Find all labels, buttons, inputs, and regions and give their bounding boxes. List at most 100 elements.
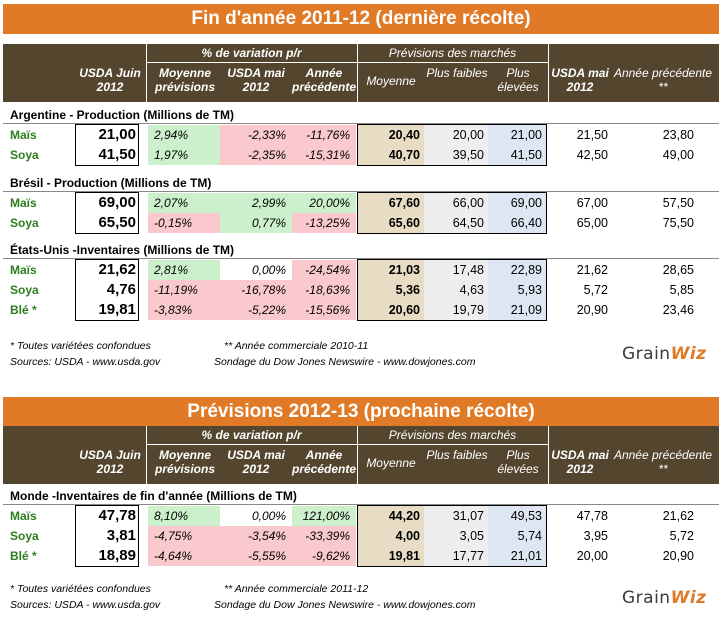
- variation-usda-mai: -5,22%: [220, 300, 292, 320]
- table-row: Soya 4,76 -11,19% -16,78% -18,63% 5,36 4…: [0, 280, 723, 300]
- footnote-sources: Sources: USDA - www.usda.gov: [10, 599, 161, 611]
- header-usda-juin: USDA Juin 2012: [79, 448, 141, 476]
- usda-value: 18,89: [98, 547, 136, 564]
- header-usda-juin: USDA Juin 2012: [79, 66, 141, 94]
- plus-elevees-value: 66,40: [488, 213, 546, 233]
- usda-mai-value: 21,50: [576, 128, 608, 142]
- usda-value: 3,81: [106, 527, 136, 544]
- moyenne-value: 20,60: [358, 300, 424, 320]
- variation-annee-prec: -15,31%: [292, 145, 356, 165]
- variation-annee-prec: 20,00%: [292, 193, 356, 213]
- footnote-survey: Sondage du Dow Jones Newswire - www.dowj…: [214, 356, 476, 368]
- logo-text-wiz: Wiz: [670, 588, 707, 608]
- usda-mai-value: 67,00: [576, 196, 608, 210]
- variation-moyenne: -11,19%: [148, 280, 220, 300]
- annee-prec-value: 23,46: [662, 303, 694, 317]
- variation-annee-prec: -11,76%: [292, 125, 356, 145]
- plus-faibles-value: 19,79: [424, 300, 488, 320]
- row-label: Soya: [10, 283, 39, 297]
- variation-moyenne: -3,83%: [148, 300, 220, 320]
- group-label-bresil: Brésil - Production (Millions de TM): [10, 176, 212, 190]
- header-moyenne: Moyenne: [366, 74, 416, 88]
- variation-usda-mai: 2,99%: [220, 193, 292, 213]
- plus-faibles-value: 64,50: [424, 213, 488, 233]
- header-moyenne-previsions: Moyenne prévisions: [154, 66, 216, 94]
- plus-faibles-value: 31,07: [424, 506, 488, 526]
- plus-elevees-value: 41,50: [488, 145, 546, 165]
- row-label: Soya: [10, 148, 39, 162]
- variation-moyenne: 2,81%: [148, 260, 220, 280]
- grainwiz-logo: GrainWiz: [622, 344, 707, 364]
- moyenne-value: 21,03: [358, 260, 424, 280]
- table1-header: USDA Juin 2012 % de variation p/r Moyenn…: [3, 44, 719, 102]
- variation-annee-prec: -24,54%: [292, 260, 356, 280]
- header-previsions-marches: Prévisions des marchés: [388, 428, 517, 442]
- row-label: Soya: [10, 529, 39, 543]
- row-label: Soya: [10, 216, 39, 230]
- usda-value: 47,78: [98, 507, 136, 524]
- moyenne-value: 65,60: [358, 213, 424, 233]
- plus-elevees-value: 5,74: [488, 526, 546, 546]
- header-plus-faibles: Plus faibles: [426, 66, 488, 80]
- header-plus-faibles: Plus faibles: [426, 448, 488, 462]
- row-label: Blé *: [10, 549, 37, 563]
- variation-moyenne: -4,64%: [148, 546, 220, 566]
- variation-usda-mai: 0,77%: [220, 213, 292, 233]
- header-annee-precedente-2: Année précédente **: [613, 448, 713, 476]
- plus-elevees-value: 49,53: [488, 506, 546, 526]
- header-usda-mai: USDA mai 2012: [227, 66, 285, 94]
- row-label: Maïs: [10, 263, 37, 277]
- header-annee-precedente: Année précédente: [291, 66, 357, 94]
- plus-elevees-value: 21,09: [488, 300, 546, 320]
- usda-mai-value: 21,62: [576, 263, 608, 277]
- usda-mai-value: 20,00: [576, 549, 608, 563]
- variation-annee-prec: -33,39%: [292, 526, 356, 546]
- footnote-commercial-year: ** Année commerciale 2011-12: [224, 583, 369, 595]
- table-row: Maïs 21,62 2,81% 0,00% -24,54% 21,03 17,…: [0, 260, 723, 280]
- logo-text-grain: Grain: [622, 344, 671, 364]
- row-label: Maïs: [10, 509, 37, 523]
- variation-usda-mai: -3,54%: [220, 526, 292, 546]
- plus-elevees-value: 69,00: [488, 193, 546, 213]
- variation-usda-mai: 0,00%: [220, 260, 292, 280]
- usda-value: 21,00: [98, 126, 136, 143]
- footnote-varieties: * Toutes variétées confondues: [10, 583, 151, 595]
- variation-annee-prec: -18,63%: [292, 280, 356, 300]
- header-usda-mai: USDA mai 2012: [227, 448, 285, 476]
- logo-text-wiz: Wiz: [670, 344, 707, 364]
- table-row: Soya 3,81 -4,75% -3,54% -33,39% 4,00 3,0…: [0, 526, 723, 546]
- plus-faibles-value: 4,63: [424, 280, 488, 300]
- variation-moyenne: 2,94%: [148, 125, 220, 145]
- plus-faibles-value: 17,77: [424, 546, 488, 566]
- usda-mai-value: 5,72: [583, 283, 608, 297]
- variation-annee-prec: 121,00%: [292, 506, 356, 526]
- table-row: Soya 41,50 1,97% -2,35% -15,31% 40,70 39…: [0, 145, 723, 165]
- plus-faibles-value: 17,48: [424, 260, 488, 280]
- usda-value: 69,00: [98, 194, 136, 211]
- usda-value: 4,76: [106, 281, 136, 298]
- usda-mai-value: 47,78: [576, 509, 608, 523]
- annee-prec-value: 75,50: [662, 216, 694, 230]
- usda-mai-value: 42,50: [576, 148, 608, 162]
- header-usda-mai-2: USDA mai 2012: [551, 66, 609, 94]
- usda-mai-value: 3,95: [583, 529, 608, 543]
- moyenne-value: 4,00: [358, 526, 424, 546]
- variation-usda-mai: -2,33%: [220, 125, 292, 145]
- plus-faibles-value: 20,00: [424, 125, 488, 145]
- plus-elevees-value: 21,00: [488, 125, 546, 145]
- plus-faibles-value: 39,50: [424, 145, 488, 165]
- annee-prec-value: 49,00: [662, 148, 694, 162]
- usda-value: 21,62: [98, 261, 136, 278]
- annee-prec-value: 21,62: [662, 509, 694, 523]
- usda-value: 19,81: [98, 301, 136, 318]
- group-label-etats-unis: États-Unis -Inventaires (Millions de TM): [10, 243, 235, 257]
- moyenne-value: 40,70: [358, 145, 424, 165]
- moyenne-value: 5,36: [358, 280, 424, 300]
- table-row: Blé * 18,89 -4,64% -5,55% -9,62% 19,81 1…: [0, 546, 723, 566]
- annee-prec-value: 5,85: [669, 283, 694, 297]
- variation-moyenne: 8,10%: [148, 506, 220, 526]
- header-moyenne-previsions: Moyenne prévisions: [154, 448, 216, 476]
- usda-value: 65,50: [98, 214, 136, 231]
- header-annee-precedente-2: Année précédente **: [613, 66, 713, 94]
- group-label-argentine: Argentine - Production (Millions de TM): [10, 108, 234, 122]
